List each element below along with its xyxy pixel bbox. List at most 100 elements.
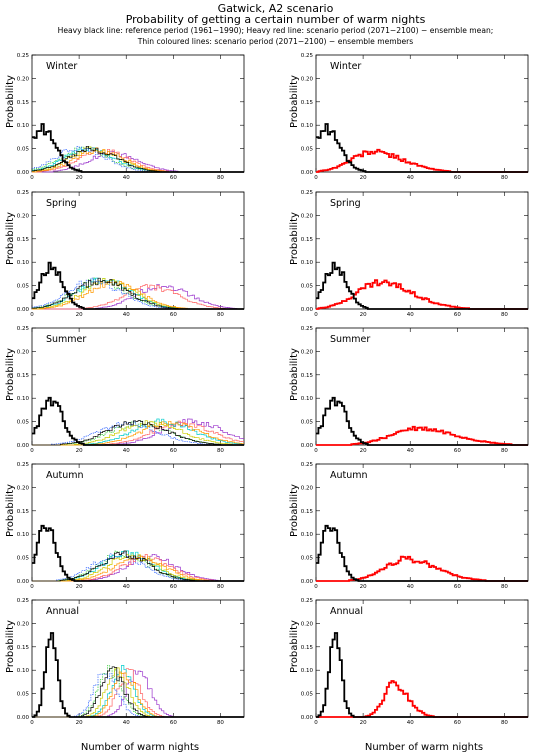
y-tick-label: 0.15	[17, 645, 30, 651]
reference-line	[32, 524, 244, 582]
panel-frame-winter-right	[315, 54, 529, 173]
x-tick-label: 60	[454, 448, 461, 454]
x-tick-label: 60	[454, 175, 461, 181]
y-tick-label: 0.20	[17, 485, 30, 491]
y-tick-label: 0.10	[17, 123, 30, 129]
y-axis-label: Probability	[5, 75, 16, 128]
y-tick-label: 0.05	[17, 147, 30, 153]
x-tick-label: 20	[76, 312, 83, 318]
y-tick-label: 0.15	[301, 645, 314, 651]
panel-frame-winter-left	[31, 54, 245, 173]
y-tick-label: 0.25	[17, 598, 30, 604]
ensemble-member-line-7	[32, 555, 244, 582]
reference-line	[32, 632, 244, 718]
y-tick-label: 0.20	[301, 485, 314, 491]
y-axis-label: Probability	[5, 620, 16, 673]
y-tick-label: 0.25	[301, 326, 314, 332]
x-tick-label: 0	[314, 312, 318, 318]
x-tick-label: 20	[360, 448, 367, 454]
legend-line-1: Heavy black line: reference period (1961…	[57, 26, 494, 35]
reference-line	[32, 123, 244, 173]
y-axis-label: Probability	[289, 75, 300, 128]
x-tick-label: 80	[501, 312, 508, 318]
reference-line	[316, 524, 528, 582]
y-tick-label: 0.15	[17, 509, 30, 515]
y-tick-label: 0.10	[301, 396, 314, 402]
y-tick-label: 0.25	[301, 598, 314, 604]
y-tick-label: 0.00	[301, 443, 314, 449]
y-tick-label: 0.25	[301, 462, 314, 468]
y-tick-label: 0.00	[17, 715, 30, 721]
y-tick-label: 0.05	[301, 692, 314, 698]
chart-title: Probability of getting a certain number …	[125, 13, 426, 26]
x-tick-label: 80	[501, 448, 508, 454]
x-tick-label: 0	[30, 312, 34, 318]
y-tick-label: 0.20	[17, 621, 30, 627]
y-tick-label: 0.20	[17, 76, 30, 82]
x-tick-label: 40	[407, 175, 414, 181]
reference-line	[32, 261, 244, 310]
x-tick-label: 80	[217, 175, 224, 181]
y-tick-label: 0.00	[301, 307, 314, 313]
ensemble-mean-line	[316, 425, 528, 446]
y-tick-label: 0.15	[301, 509, 314, 515]
y-tick-label: 0.20	[17, 349, 30, 355]
y-tick-label: 0.20	[17, 213, 30, 219]
season-label-spring-right: Spring	[330, 198, 361, 209]
y-tick-label: 0.00	[17, 579, 30, 585]
y-tick-label: 0.00	[17, 307, 30, 313]
y-tick-label: 0.25	[17, 53, 30, 59]
x-tick-label: 80	[217, 584, 224, 590]
y-tick-label: 0.15	[17, 100, 30, 106]
season-label-winter-right: Winter	[330, 61, 361, 72]
x-tick-label: 60	[170, 175, 177, 181]
x-tick-label: 20	[360, 720, 367, 726]
ensemble-mean-line	[316, 680, 528, 718]
x-tick-label: 60	[454, 312, 461, 318]
x-tick-label: 0	[30, 584, 34, 590]
ensemble-member-line-6	[32, 421, 244, 446]
y-tick-label: 0.10	[301, 532, 314, 538]
season-label-summer-right: Summer	[330, 334, 370, 345]
x-tick-label: 20	[360, 175, 367, 181]
season-label-autumn-left: Autumn	[46, 470, 84, 481]
panel-frame-annual-right	[315, 599, 529, 718]
x-tick-label: 20	[76, 584, 83, 590]
y-tick-label: 0.20	[301, 349, 314, 355]
x-tick-label: 40	[123, 720, 130, 726]
panel-frame-autumn-left	[31, 463, 245, 582]
y-tick-label: 0.00	[301, 579, 314, 585]
x-tick-label: 40	[123, 175, 130, 181]
x-axis-label-right: Number of warm nights	[365, 742, 483, 753]
season-label-annual-left: Annual	[46, 606, 79, 617]
y-tick-label: 0.20	[301, 213, 314, 219]
reference-line	[316, 123, 528, 173]
ensemble-mean-line	[316, 555, 528, 582]
y-tick-label: 0.15	[301, 100, 314, 106]
y-axis-label: Probability	[5, 484, 16, 537]
ensemble-member-line-3	[32, 665, 244, 718]
y-axis-label: Probability	[5, 348, 16, 401]
x-tick-label: 0	[314, 175, 318, 181]
y-tick-label: 0.25	[17, 462, 30, 468]
season-label-spring-left: Spring	[46, 198, 77, 209]
y-axis-label: Probability	[289, 212, 300, 265]
y-tick-label: 0.05	[17, 420, 30, 426]
reference-line	[316, 261, 528, 310]
x-tick-label: 60	[454, 584, 461, 590]
x-tick-label: 20	[76, 448, 83, 454]
x-tick-label: 20	[76, 175, 83, 181]
x-tick-label: 80	[501, 720, 508, 726]
x-tick-label: 0	[30, 720, 34, 726]
season-label-annual-right: Annual	[330, 606, 363, 617]
x-tick-label: 80	[217, 720, 224, 726]
x-tick-label: 40	[407, 720, 414, 726]
y-tick-label: 0.10	[17, 668, 30, 674]
y-tick-label: 0.05	[301, 420, 314, 426]
season-label-autumn-right: Autumn	[330, 470, 368, 481]
x-tick-label: 0	[314, 584, 318, 590]
y-tick-label: 0.10	[17, 260, 30, 266]
y-tick-label: 0.00	[17, 443, 30, 449]
y-tick-label: 0.05	[301, 147, 314, 153]
